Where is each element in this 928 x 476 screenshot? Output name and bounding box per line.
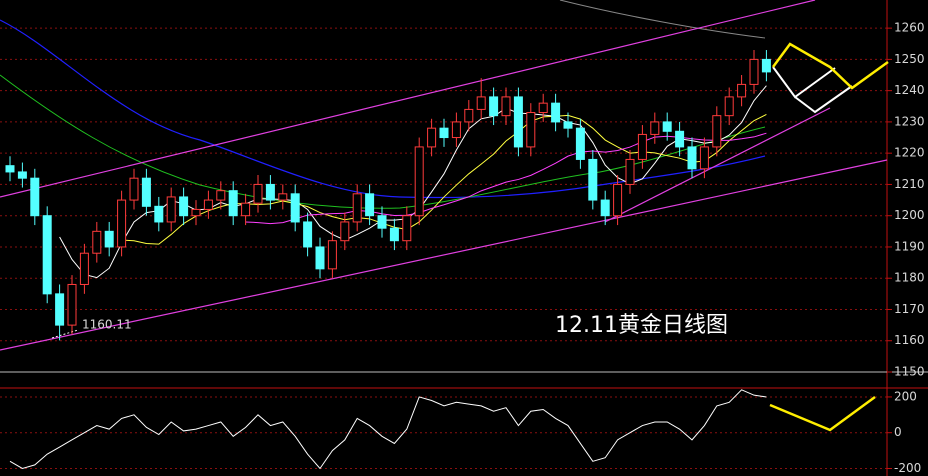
candle-body bbox=[749, 58, 759, 85]
annotation: 1160.11 bbox=[82, 318, 132, 332]
moving-average bbox=[0, 19, 766, 199]
candle-body bbox=[265, 183, 275, 201]
candle-body bbox=[650, 121, 660, 135]
candle-body bbox=[117, 199, 127, 248]
candle-body bbox=[464, 108, 474, 123]
arrow bbox=[794, 85, 853, 114]
candle-body bbox=[141, 177, 151, 207]
candle-body bbox=[154, 205, 164, 223]
y-tick-label: 1200 bbox=[894, 208, 925, 222]
candle-body bbox=[79, 252, 89, 285]
candle-body bbox=[675, 130, 685, 148]
y-tick-label: 1160 bbox=[894, 333, 925, 347]
candle-body bbox=[687, 146, 697, 170]
y-tick-label: 1180 bbox=[894, 271, 925, 285]
candle-body bbox=[55, 293, 65, 326]
candle-body bbox=[92, 230, 102, 254]
candle-body bbox=[228, 190, 238, 217]
annotation-line bbox=[51, 329, 79, 339]
candle-body bbox=[315, 246, 325, 270]
arrow bbox=[769, 395, 876, 432]
candle-body bbox=[203, 199, 213, 210]
candle-body bbox=[588, 158, 598, 201]
candle-body bbox=[737, 83, 747, 98]
candle-body bbox=[67, 283, 77, 326]
candle-body bbox=[30, 177, 40, 217]
candle-body bbox=[600, 199, 610, 217]
candle-body bbox=[427, 127, 437, 148]
candle-body bbox=[451, 121, 461, 139]
moving-average bbox=[0, 74, 766, 209]
candle-body bbox=[129, 177, 139, 201]
y-tick-label: 1170 bbox=[894, 302, 925, 316]
y-tick-label: 1150 bbox=[894, 365, 925, 379]
candle-body bbox=[216, 190, 226, 201]
candle-body bbox=[352, 193, 362, 223]
y-tick-label: 1230 bbox=[894, 114, 925, 128]
candle-body bbox=[104, 230, 114, 248]
candle-body bbox=[489, 96, 499, 117]
candle-body bbox=[17, 171, 27, 179]
candle-body bbox=[613, 183, 623, 217]
candle-body bbox=[563, 121, 573, 129]
candle-body bbox=[389, 227, 399, 242]
candle-body bbox=[761, 58, 771, 73]
y-tick-label: 200 bbox=[894, 389, 917, 403]
candle-body bbox=[526, 112, 536, 148]
y-tick-label: 0 bbox=[894, 425, 902, 439]
candle-body bbox=[278, 193, 288, 201]
candle-body bbox=[439, 127, 449, 139]
candle-body bbox=[5, 165, 15, 173]
candle-body bbox=[191, 208, 201, 217]
y-tick-label: 1190 bbox=[894, 239, 925, 253]
candle-body bbox=[724, 96, 734, 117]
candle-body bbox=[575, 127, 585, 160]
candle-body bbox=[712, 115, 722, 148]
candle-body bbox=[414, 146, 424, 217]
chart-title: 12.11黄金日线图 bbox=[555, 313, 728, 338]
candle-body bbox=[179, 196, 189, 217]
candle-body bbox=[662, 121, 672, 132]
candle-body bbox=[377, 215, 387, 229]
trend-line bbox=[0, 159, 888, 351]
candle-body bbox=[166, 196, 176, 223]
candle-body bbox=[476, 96, 486, 110]
arrow bbox=[771, 42, 889, 90]
candle-body bbox=[253, 183, 263, 204]
trend-line bbox=[0, 0, 816, 198]
candle-body bbox=[551, 102, 561, 123]
y-tick-label: 1210 bbox=[894, 177, 925, 191]
y-tick-label: -200 bbox=[894, 461, 921, 475]
trend-line bbox=[604, 107, 831, 223]
candle-body bbox=[327, 240, 337, 270]
candle-body bbox=[402, 215, 412, 242]
candle-body bbox=[290, 193, 300, 223]
candle-body bbox=[365, 193, 375, 217]
candle-body bbox=[625, 158, 635, 185]
candle-body bbox=[699, 146, 709, 170]
candle-body bbox=[42, 215, 52, 295]
indicator-line bbox=[9, 389, 767, 470]
moving-average bbox=[559, 0, 766, 39]
candle-body bbox=[513, 96, 523, 148]
candle-body bbox=[241, 202, 251, 217]
candle-body bbox=[538, 102, 548, 114]
arrow bbox=[772, 66, 836, 99]
y-tick-label: 1240 bbox=[894, 83, 925, 97]
y-tick-label: 1260 bbox=[894, 21, 925, 35]
candle-body bbox=[340, 221, 350, 242]
y-tick-label: 1250 bbox=[894, 52, 925, 66]
moving-average bbox=[59, 85, 767, 279]
candle-body bbox=[303, 221, 313, 248]
y-tick-label: 1220 bbox=[894, 146, 925, 160]
candle-body bbox=[501, 96, 511, 117]
candle-body bbox=[637, 133, 647, 160]
